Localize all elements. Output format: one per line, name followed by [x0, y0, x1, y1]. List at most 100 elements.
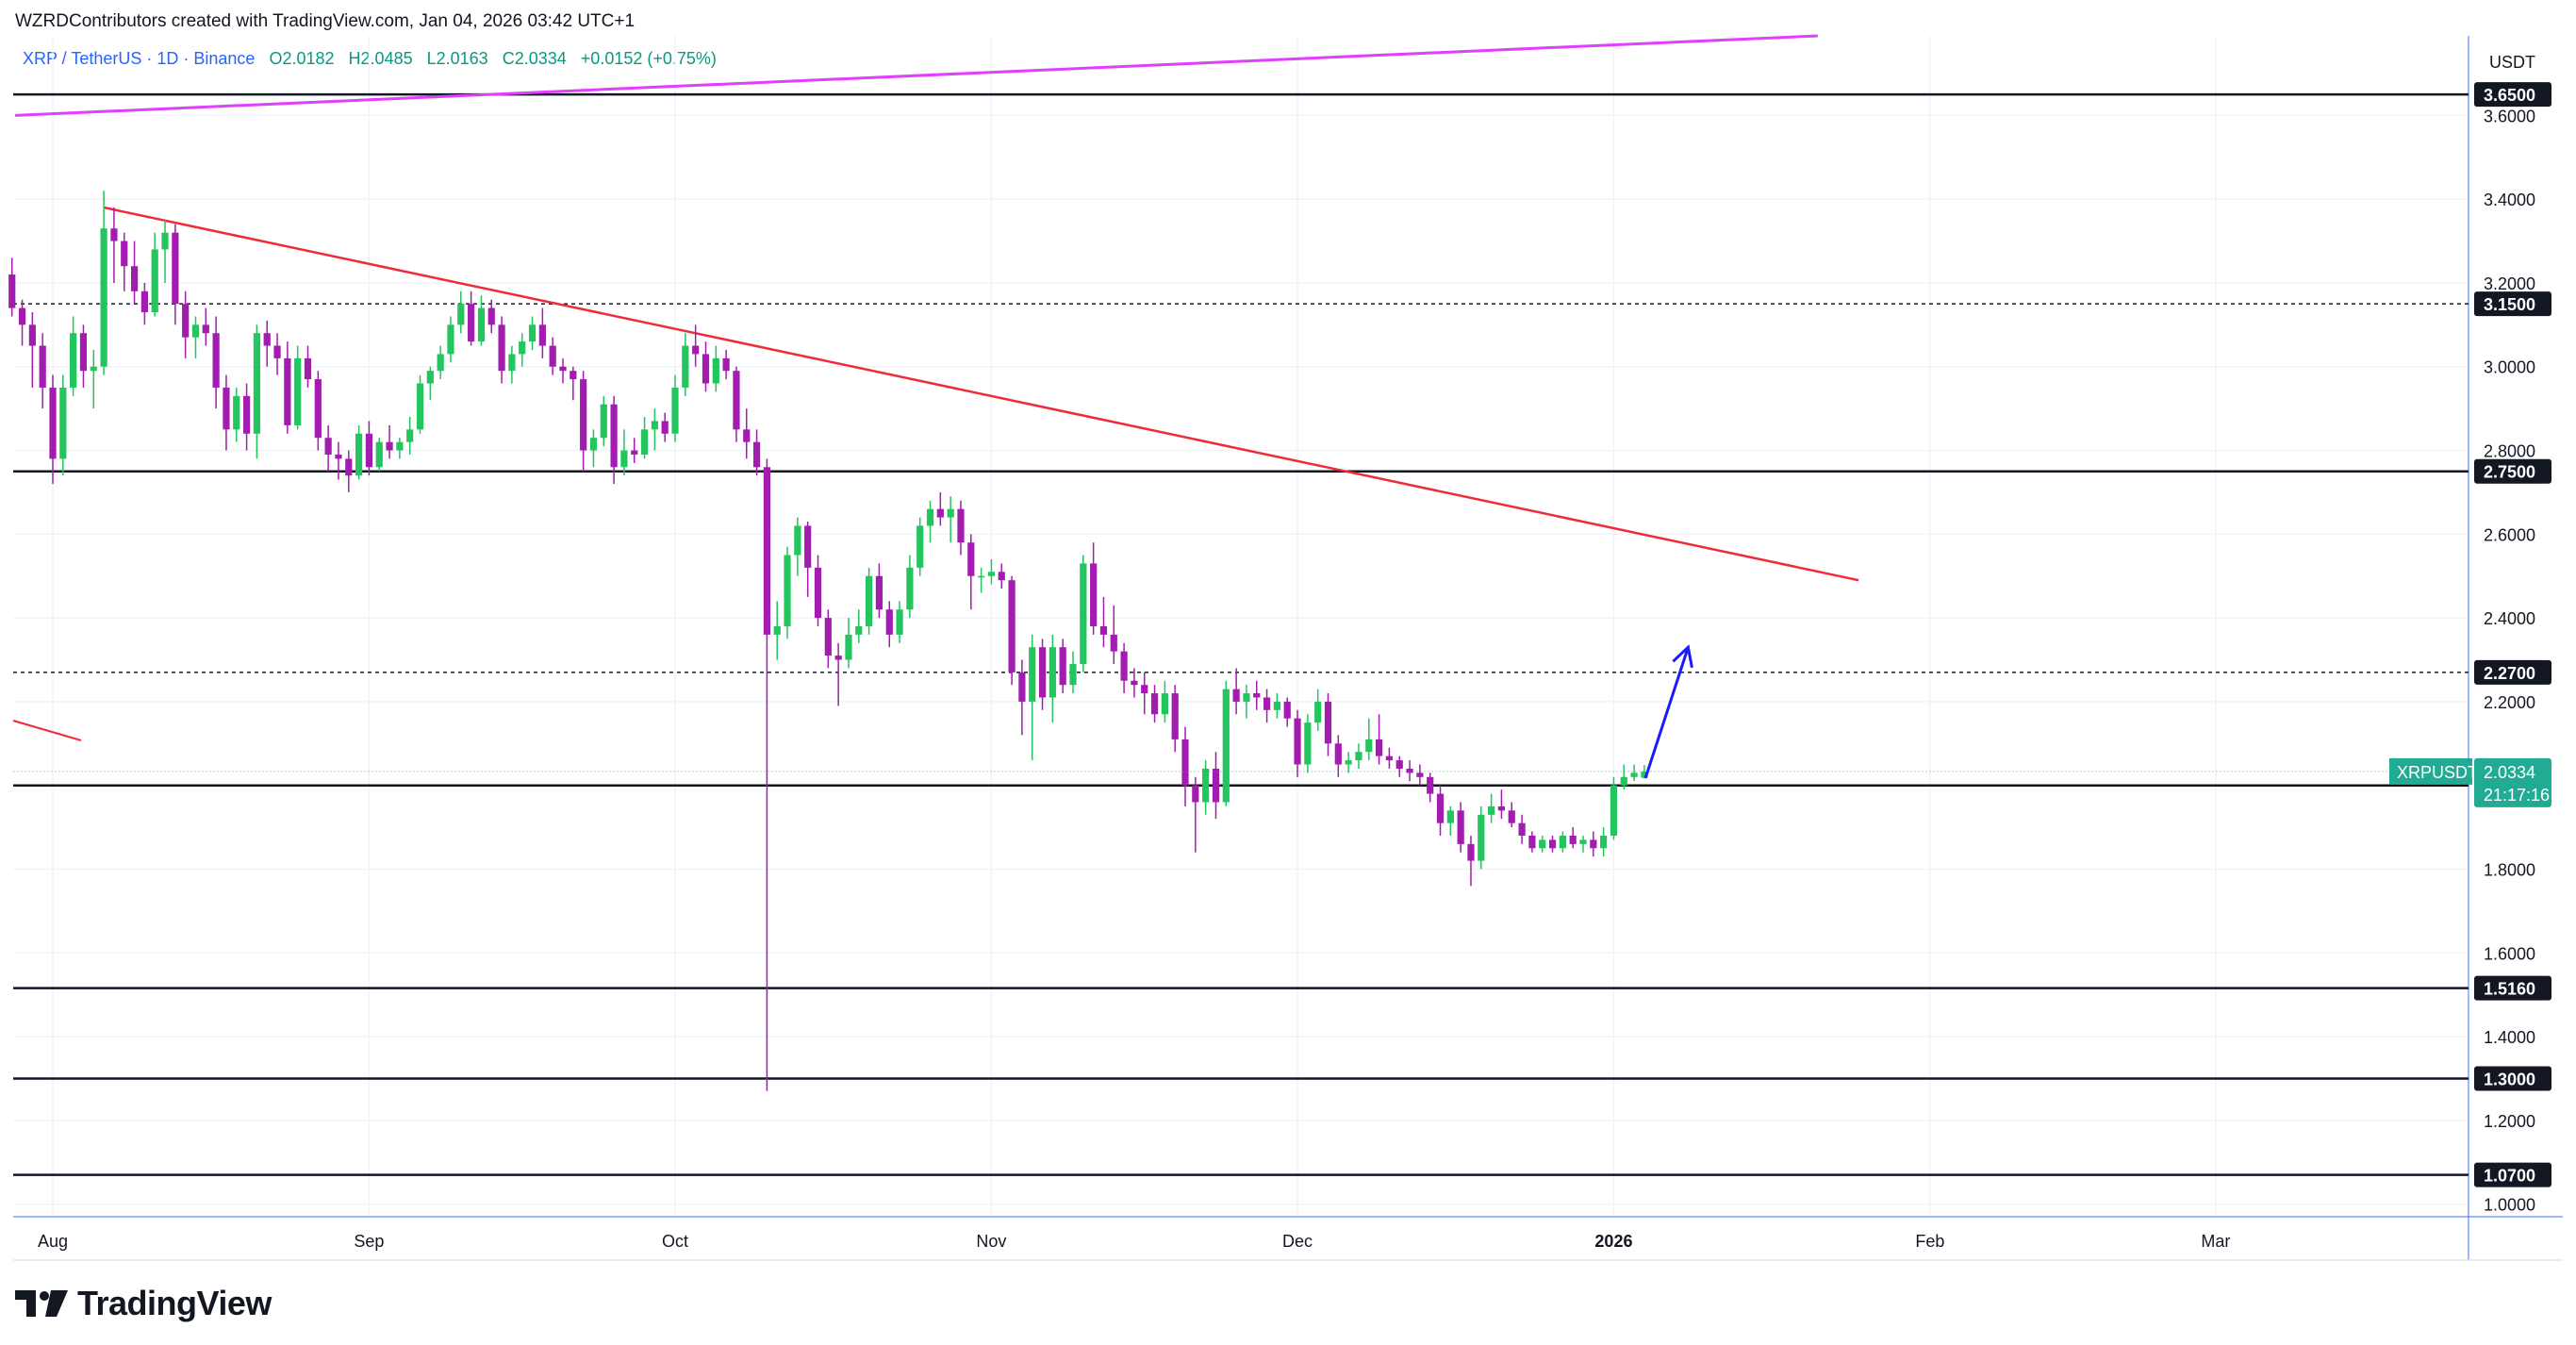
candle-body	[804, 525, 812, 568]
candle	[967, 534, 975, 610]
level-tag-text: 1.0700	[2484, 1167, 2535, 1186]
candle-body	[712, 357, 719, 384]
candle-body	[1518, 822, 1526, 836]
candle	[620, 429, 628, 476]
candle-body	[1630, 772, 1638, 777]
symbol-legend[interactable]: XRP / TetherUS · 1D · Binance O2.0182 H2…	[23, 49, 726, 69]
candle	[396, 438, 404, 459]
last-price-tag: XRPUSDT 2.0334 21:17:16	[2389, 757, 2551, 807]
candle-body	[1600, 835, 1608, 849]
candle-body	[284, 357, 291, 425]
candle-body	[324, 438, 332, 455]
descending-trendline	[103, 206, 1859, 582]
candle-body	[906, 567, 914, 610]
candle-body	[1253, 693, 1261, 698]
candle-body	[794, 525, 801, 556]
candle-body	[1202, 768, 1210, 803]
candle	[416, 374, 424, 434]
projection-arrow-shaft	[1643, 646, 1690, 779]
candle	[1212, 752, 1220, 820]
price-tick-label: 3.4000	[2484, 191, 2535, 209]
last-price-countdown: 21:17:16	[2484, 786, 2550, 805]
candle-body	[1467, 843, 1475, 861]
candle	[1416, 764, 1424, 786]
candle	[936, 491, 944, 526]
candle-body	[1263, 697, 1271, 710]
candle	[1345, 752, 1352, 773]
candle	[804, 522, 812, 597]
candle-body	[651, 421, 658, 430]
candle-body	[1395, 760, 1403, 769]
open-value: O2.0182	[269, 49, 335, 68]
candle	[151, 232, 158, 317]
candle-body	[589, 438, 598, 451]
candle-body	[263, 333, 271, 346]
candle-body	[1569, 835, 1577, 844]
candle-body	[1334, 743, 1342, 765]
candle-body	[936, 508, 944, 518]
candle	[651, 408, 658, 451]
candle-body	[1457, 810, 1464, 844]
candle-body	[885, 609, 893, 635]
time-tick-label: 2026	[1594, 1232, 1632, 1251]
candle-body	[559, 366, 567, 372]
candle-body	[580, 379, 587, 451]
candle-body	[49, 387, 57, 459]
candle	[1018, 659, 1026, 736]
candle-body	[8, 274, 16, 308]
horizontal-levels	[13, 92, 2469, 1176]
symbol-tag-text: XRPUSDT	[2397, 763, 2478, 782]
candle	[866, 567, 873, 635]
candle	[161, 220, 169, 283]
candle-body	[90, 366, 97, 372]
candle	[253, 324, 260, 459]
candle-body	[702, 354, 710, 384]
level-tag-1.5160: 1.5160	[2474, 975, 2551, 1001]
candle	[49, 374, 57, 485]
close-value: C2.0334	[502, 49, 567, 68]
tradingview-logo[interactable]: TradingView	[15, 1284, 272, 1322]
candle	[263, 320, 271, 367]
candle-body	[773, 626, 781, 635]
candle-body	[273, 345, 281, 358]
candle-body	[1294, 718, 1301, 765]
level-tag-2.7500: 2.7500	[2474, 458, 2551, 484]
candle	[1365, 718, 1373, 761]
candle	[1029, 634, 1036, 761]
candle-body	[1029, 647, 1036, 702]
candle-body	[18, 307, 26, 325]
candle	[223, 374, 230, 451]
candle	[519, 333, 526, 367]
candle-body	[692, 345, 700, 355]
candle-body	[610, 404, 618, 468]
candle-body	[172, 232, 179, 305]
candle	[1385, 747, 1394, 769]
symbol-name[interactable]: XRP / TetherUS · 1D · Binance	[23, 49, 256, 68]
candle	[610, 395, 618, 485]
candle	[1406, 760, 1413, 782]
level-tag-text: 2.7500	[2484, 463, 2535, 482]
symbol-tag-bg	[2389, 757, 2472, 785]
candle-body	[1080, 563, 1087, 664]
candle	[752, 429, 761, 476]
candle-body	[1192, 785, 1199, 803]
level-tag-bg	[2474, 975, 2551, 1001]
candle-body	[294, 357, 302, 425]
candle	[355, 424, 363, 480]
level-tag-text: 1.5160	[2484, 980, 2535, 999]
candle-body	[386, 441, 393, 451]
candle	[1171, 685, 1179, 753]
candle-body	[967, 542, 975, 576]
candle-body	[784, 555, 791, 626]
candle-body	[1314, 701, 1322, 723]
candle	[987, 558, 996, 585]
candle-body	[1131, 680, 1138, 686]
candle-body	[335, 454, 342, 459]
candle-body	[314, 379, 322, 439]
candle-body	[1222, 689, 1230, 803]
candle-body	[866, 575, 873, 626]
time-tick-label: Sep	[354, 1232, 384, 1251]
price-tick-label: 1.6000	[2484, 944, 2535, 963]
time-tick-label: Mar	[2201, 1232, 2230, 1251]
